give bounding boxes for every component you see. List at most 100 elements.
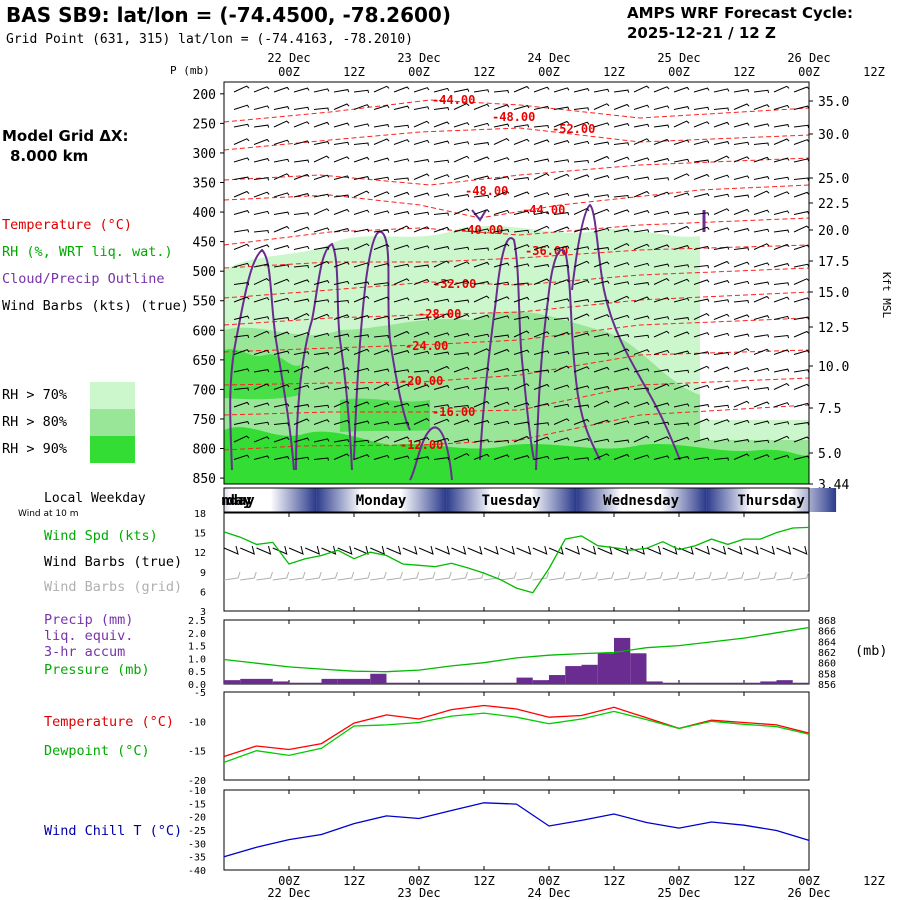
wind-barb (373, 124, 390, 128)
legend-rh70-label: RH > 70% (2, 387, 68, 403)
wind-barb (533, 124, 549, 129)
wind-barb (273, 456, 290, 460)
temperature-panel-frame (223, 691, 810, 781)
wind-barb (593, 88, 610, 93)
wind-barb (793, 383, 810, 390)
wind-barb (313, 366, 330, 373)
wind-barb (673, 245, 690, 250)
wind-barb (333, 156, 350, 163)
wind-barb (573, 140, 590, 145)
wind-barb (713, 385, 730, 390)
wind-barb (713, 121, 730, 128)
wind-barb (773, 157, 790, 163)
precip-bar (532, 680, 549, 684)
wind-barb (633, 368, 650, 373)
wind-barb (473, 281, 490, 285)
wind-barb (553, 403, 570, 408)
model-grid-info: Model Grid ΔX: 8.000 km (2, 126, 129, 166)
wind-barb-grid (223, 571, 241, 581)
wind-barb (393, 124, 410, 129)
wind-barb (633, 401, 650, 408)
wind-panel: 3 6 9 12 15 18 (194, 509, 810, 618)
wind-barb (713, 155, 730, 163)
wind-barb (433, 385, 450, 390)
wind-chill-panel-frame (223, 789, 810, 871)
precip-bar (467, 682, 484, 684)
hour-label-top: 00Z (538, 65, 560, 79)
wind-barb (273, 158, 290, 163)
wind-barb (793, 278, 810, 285)
wind-barb (733, 453, 750, 460)
wind-barb (773, 435, 790, 443)
day-label-top: 26 Dec (787, 51, 830, 65)
wind-barb (293, 159, 310, 163)
day-label-bottom: 25 Dec (657, 886, 700, 900)
pressure-axis-title: P (mb) (170, 64, 210, 77)
hour-label-bottom: 12Z (733, 874, 755, 888)
wind-barb (553, 159, 570, 163)
wind-barb (393, 316, 410, 320)
wind-barb (253, 158, 270, 163)
wind-barb (773, 349, 790, 355)
wind-barb (773, 402, 790, 408)
kft-axis-title: Kft MSL (880, 272, 893, 319)
wind-barb (433, 298, 450, 303)
wind-barb (713, 438, 730, 443)
wind-barb (393, 436, 410, 443)
wind-barb (413, 106, 430, 110)
wind-barb (513, 157, 530, 163)
temperature-contour-label: -16.00 (432, 405, 475, 419)
wind-barb (453, 313, 470, 320)
wind-barb (693, 226, 710, 233)
wind-barb (373, 296, 390, 303)
wind-barb (433, 159, 450, 164)
wind-barb (353, 243, 370, 250)
wind-barb (553, 418, 570, 425)
precip-tick-label: 0.0 (188, 680, 206, 691)
wind-barb (273, 86, 290, 93)
wind-barb (313, 246, 330, 250)
wind-barb-true (240, 545, 255, 555)
wind-barb (493, 454, 510, 460)
wind-barb-grid (272, 571, 290, 581)
wind-barb (273, 422, 289, 426)
wind-barb (413, 403, 430, 408)
wind-barb (793, 369, 810, 373)
wind-barb (333, 261, 350, 268)
wind-barb (553, 365, 570, 373)
wind-barb (653, 86, 670, 93)
wind-barb (293, 106, 310, 110)
wind-barb (373, 210, 390, 215)
wind-barb (313, 260, 330, 268)
wind-barb-true (662, 545, 678, 555)
wind-barb (593, 386, 610, 390)
wind-barb (273, 120, 290, 128)
precip-bar (630, 653, 647, 684)
wind-panel-frame (223, 512, 810, 612)
wind-barb (573, 107, 590, 111)
wind-barb (273, 264, 290, 268)
hour-label-bottom: 12Z (863, 874, 885, 888)
wind-barb (653, 263, 670, 268)
wind-barb (693, 298, 710, 303)
wind-barb (773, 334, 789, 339)
wind-barb (753, 295, 770, 303)
wind-barb (733, 386, 750, 390)
temperature-contour-label: -48.00 (465, 184, 508, 198)
wind-barb (553, 192, 570, 198)
hour-label-bottom: 00Z (668, 874, 690, 888)
wind-barb (673, 278, 690, 285)
wind-barb (613, 281, 630, 285)
hour-label-bottom: 12Z (343, 874, 365, 888)
wind-barb (633, 176, 650, 180)
pressure-tick-label: 866 (818, 627, 836, 638)
wind-barb (293, 121, 310, 128)
wind-barb (513, 85, 530, 93)
wind-tick-label: 18 (194, 509, 206, 520)
precip-bar (451, 682, 468, 684)
wind-barb (593, 438, 610, 443)
wind-barb (333, 367, 350, 373)
wind-barb (693, 121, 710, 128)
wind-barb (633, 157, 650, 163)
wind-barb (253, 191, 270, 198)
